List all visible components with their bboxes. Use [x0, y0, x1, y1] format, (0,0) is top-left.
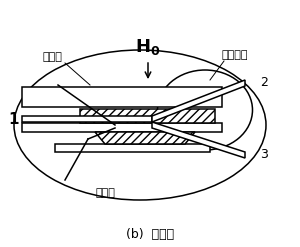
Text: (b)  带线式: (b) 带线式 [126, 227, 174, 241]
Ellipse shape [14, 50, 266, 200]
Polygon shape [22, 116, 152, 122]
Text: 3: 3 [260, 148, 268, 162]
Polygon shape [80, 109, 215, 123]
Polygon shape [22, 123, 222, 132]
Text: 2: 2 [260, 77, 268, 89]
Polygon shape [152, 122, 245, 158]
Text: $\mathbf{H_0}$: $\mathbf{H_0}$ [135, 37, 161, 57]
Polygon shape [95, 132, 195, 144]
Ellipse shape [158, 70, 253, 150]
Text: 1: 1 [9, 111, 19, 126]
Text: 接地板: 接地板 [42, 52, 62, 62]
Text: 铁氧体: 铁氧体 [95, 188, 115, 198]
Polygon shape [22, 87, 222, 107]
Polygon shape [55, 144, 210, 152]
Polygon shape [152, 80, 245, 122]
Text: 中心导体: 中心导体 [222, 50, 248, 60]
